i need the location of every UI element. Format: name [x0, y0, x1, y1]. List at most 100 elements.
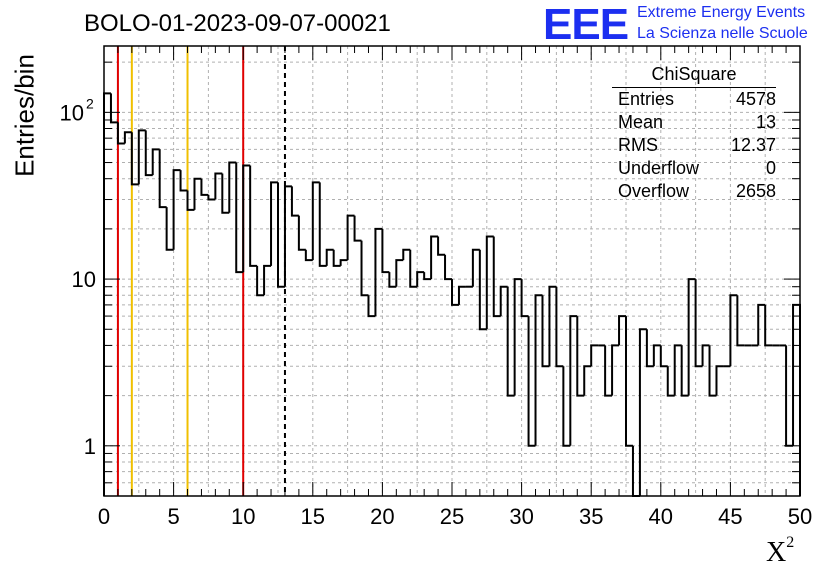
histogram-bin	[792, 303, 801, 496]
histogram-bin	[109, 93, 118, 124]
x-tick-label: 50	[788, 504, 812, 529]
histogram-bin	[645, 329, 654, 368]
histogram-bin	[409, 249, 418, 288]
histogram-bin	[151, 148, 160, 176]
logo-tagline-1: Extreme Energy Events	[637, 4, 806, 21]
histogram-bin	[186, 190, 195, 211]
histogram-bin	[339, 259, 348, 266]
stats-title: ChiSquare	[612, 64, 776, 88]
histogram-bin	[318, 182, 327, 267]
stats-value: 13	[755, 112, 776, 132]
histogram-bin	[618, 315, 626, 346]
histogram-bin	[374, 227, 383, 317]
histogram-bin	[569, 315, 578, 446]
histogram-bin	[437, 236, 446, 256]
x-axis-label-base: X	[766, 537, 787, 568]
y-tick-label-sup: 2	[86, 95, 94, 111]
histogram-bin	[381, 228, 390, 274]
x-tick-label: 35	[579, 504, 603, 529]
histogram-bin	[548, 285, 557, 367]
histogram-bin	[388, 272, 397, 288]
stats-value: 12.37	[730, 135, 776, 155]
x-tick-label: 15	[301, 504, 325, 529]
histogram-bin	[652, 344, 661, 367]
histogram-bin	[311, 181, 320, 261]
histogram-bin	[708, 345, 717, 397]
histogram-bin	[562, 366, 571, 447]
histogram-bin	[402, 248, 411, 261]
x-tick-label: 10	[231, 504, 255, 529]
histogram-bin	[353, 215, 362, 242]
histogram-bin	[451, 279, 459, 306]
histogram-bin	[144, 130, 153, 177]
y-tick-label: 10	[60, 100, 84, 125]
stats-value: 4578	[735, 89, 776, 109]
histogram-bin	[179, 170, 188, 192]
stats-label: RMS	[618, 135, 658, 155]
histogram-bin	[304, 249, 313, 262]
histogram-bin	[360, 240, 369, 297]
histogram-bin	[249, 165, 258, 267]
histogram-bin	[604, 345, 613, 397]
histogram-bin	[332, 249, 341, 267]
histogram-bin	[513, 278, 522, 396]
histogram-bin	[541, 295, 550, 368]
stats-label: Mean	[618, 112, 664, 132]
histogram-bin	[694, 279, 703, 368]
histogram-bin	[256, 265, 265, 297]
histogram-bin	[277, 182, 285, 288]
histogram-bin	[764, 304, 773, 347]
histogram-bin	[214, 172, 223, 200]
stats-value: 0	[765, 158, 776, 178]
histogram-bin	[478, 249, 487, 331]
stats-label: Overflow	[618, 181, 690, 201]
histogram-bin	[492, 236, 501, 318]
histogram-bin	[207, 194, 216, 201]
histogram-bin	[263, 264, 272, 296]
histogram-bin	[430, 235, 439, 280]
histogram-bin	[123, 131, 132, 144]
histogram-bin	[701, 344, 710, 367]
histogram-bin	[172, 169, 181, 250]
y-tick-label: 1	[84, 434, 96, 459]
histogram-bin	[715, 365, 724, 396]
histogram-bin	[687, 278, 696, 396]
histogram-bin	[499, 285, 508, 317]
stats-box: ChiSquare Entries 4578 Mean 13 RMS 12.37 Un…	[612, 64, 776, 203]
histogram-bin	[485, 235, 494, 330]
histogram-bin	[367, 295, 376, 318]
logo-tagline-2: La Scienza nelle Scuole	[637, 25, 808, 42]
x-tick-label: 25	[440, 504, 464, 529]
histogram-bin	[165, 207, 174, 251]
eee-logo: EEE	[543, 0, 629, 49]
histogram-bin	[444, 254, 452, 281]
histogram-bin	[638, 328, 647, 496]
histogram-bin	[283, 185, 292, 287]
y-axis-label: Entries/bin	[9, 54, 40, 177]
histogram-bin	[576, 316, 585, 397]
histogram-bin	[290, 186, 299, 217]
stats-row-overflow: Overflow 2658	[612, 180, 776, 203]
stats-row-underflow: Underflow 0	[612, 157, 776, 180]
histogram-bin	[555, 286, 564, 368]
histogram-bin	[611, 344, 620, 396]
histogram-bin	[680, 345, 689, 397]
histogram-bin	[736, 295, 745, 347]
stats-label: Underflow	[618, 158, 700, 178]
stats-row-entries: Entries 4578	[612, 88, 776, 111]
histogram-bin	[235, 162, 244, 274]
histogram-bin	[534, 294, 543, 446]
histogram-bin	[659, 345, 668, 368]
histogram-bin	[116, 122, 125, 145]
histogram-bin	[527, 316, 536, 447]
histogram-bin	[346, 214, 355, 261]
x-axis-label-sup: 2	[786, 534, 795, 551]
histogram-bin	[729, 294, 738, 367]
stats-value: 2658	[735, 181, 776, 201]
histogram-bin	[666, 366, 675, 397]
histogram-bin	[506, 286, 515, 397]
stats-row-rms: RMS 12.37	[612, 134, 776, 157]
histogram-bin	[193, 177, 202, 210]
stats-label: Entries	[618, 89, 675, 109]
histogram-bin	[137, 129, 146, 185]
